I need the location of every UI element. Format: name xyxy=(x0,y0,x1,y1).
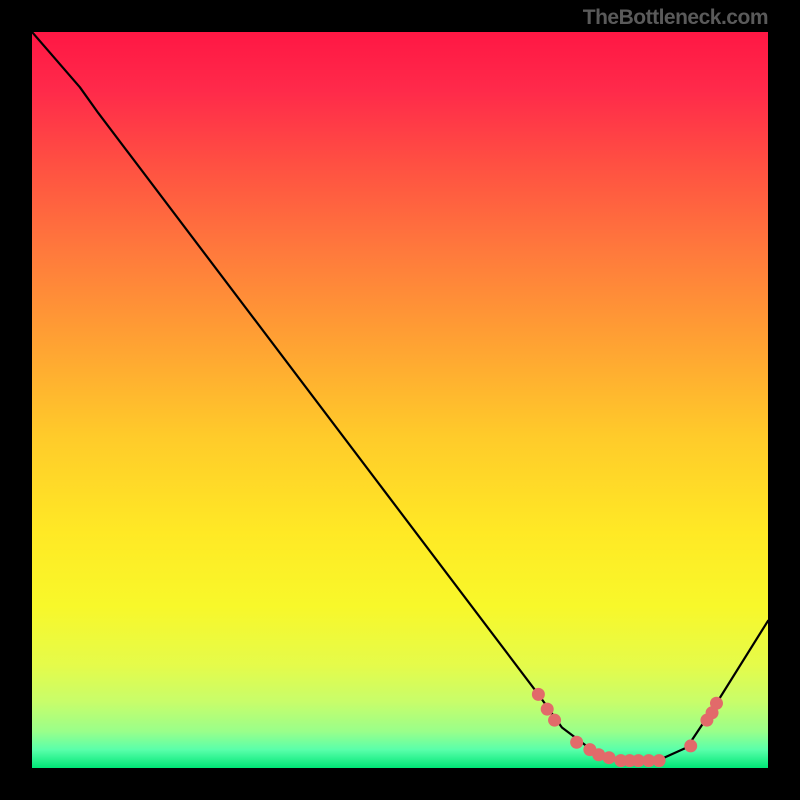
data-markers xyxy=(532,688,723,767)
data-marker xyxy=(684,739,697,752)
data-marker xyxy=(541,703,554,716)
data-marker xyxy=(570,736,583,749)
plot-area xyxy=(32,32,768,768)
chart-overlay xyxy=(32,32,768,768)
data-marker xyxy=(532,688,545,701)
data-marker xyxy=(653,754,666,767)
attribution-text: TheBottleneck.com xyxy=(583,6,768,30)
data-marker xyxy=(710,697,723,710)
bottleneck-curve xyxy=(32,32,768,761)
data-marker xyxy=(603,751,616,764)
data-marker xyxy=(548,714,561,727)
chart-container: TheBottleneck.com xyxy=(0,0,800,800)
